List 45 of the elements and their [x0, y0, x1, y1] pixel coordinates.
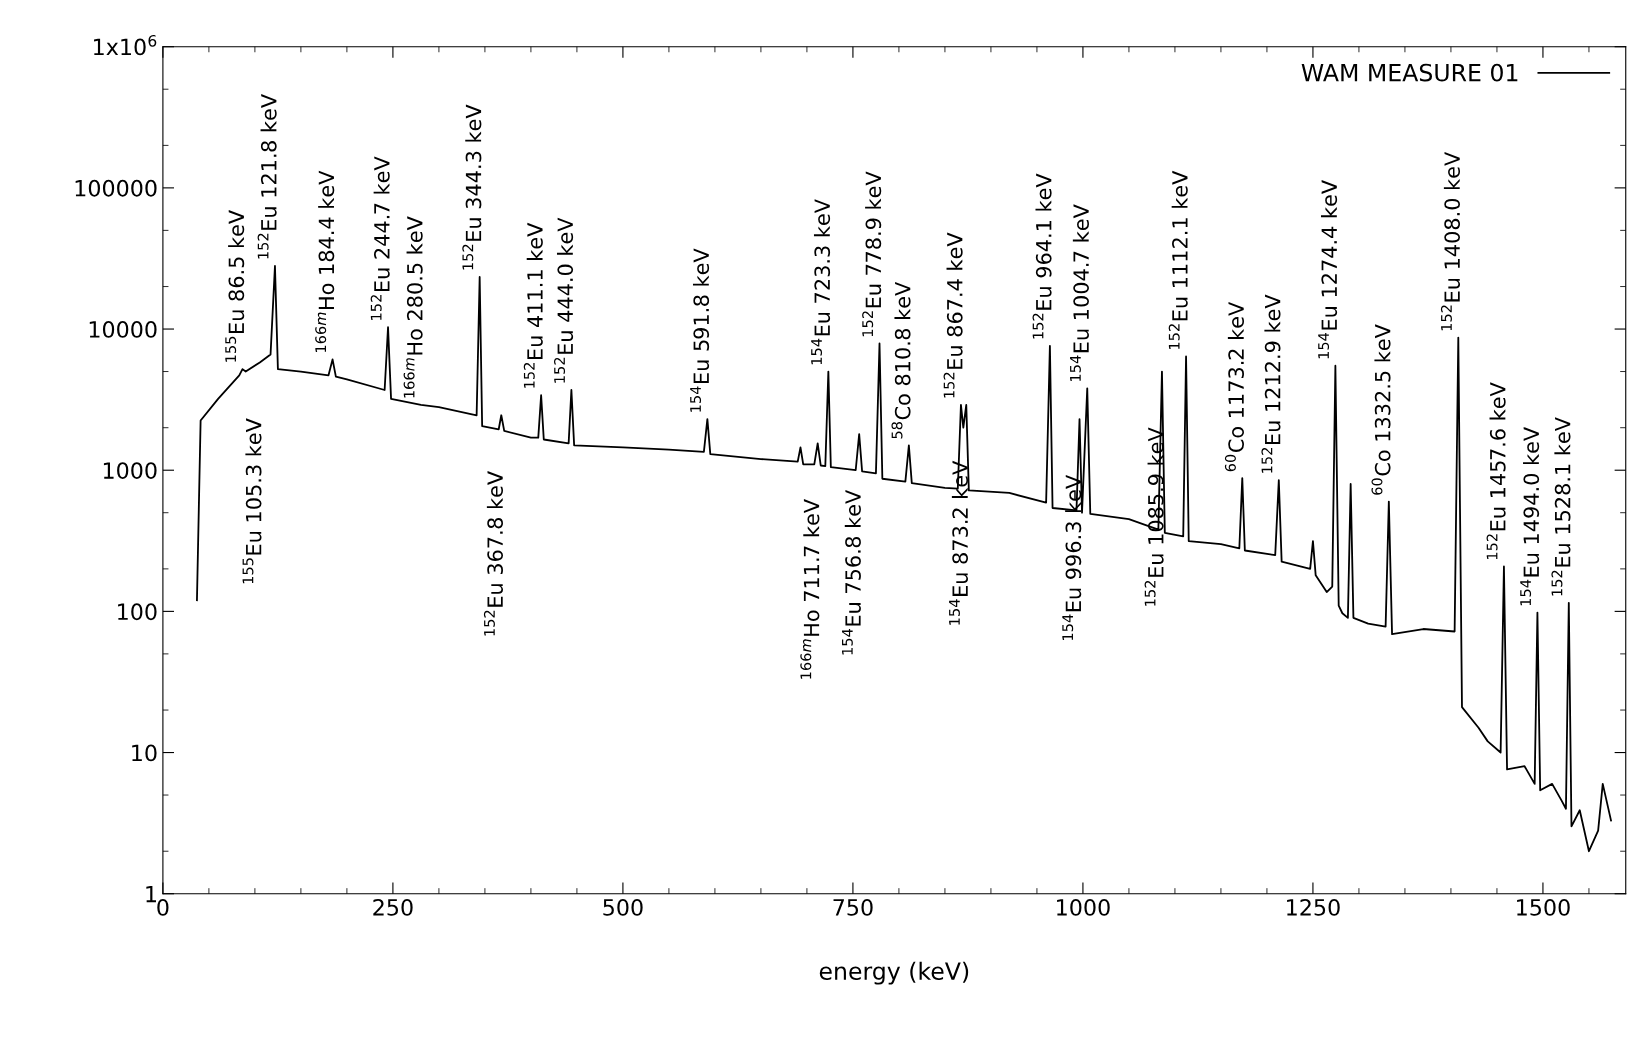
x-tick-label: 1500 [1517, 898, 1570, 916]
annotation: $^{154}$Eu 591.8 keV [690, 248, 710, 412]
y-tick-label: 10 [132, 744, 157, 762]
x-axis-title: energy (keV) [819, 961, 969, 985]
annotation: $^{152}$Eu 444.0 keV [554, 217, 574, 383]
annotation: $^{166m}$Ho 184.4 keV [315, 170, 335, 352]
annotation: $^{152}$Eu 1408.0 keV [1440, 151, 1461, 331]
legend-label: WAM MEASURE 01 [1301, 63, 1518, 82]
annotation: $^{58}$Co 810.8 keV [891, 281, 911, 439]
annotation: $^{154}$Eu 1004.7 keV [1070, 204, 1089, 382]
annotation: $^{152}$Eu 964.1 keV [1032, 173, 1052, 339]
annotation: $^{152}$Eu 778.9 keV [862, 171, 882, 337]
x-tick-label: 1250 [1287, 898, 1340, 916]
annotation: $^{155}$Eu 105.3 keV [242, 418, 262, 584]
y-tick-label: 1000 [103, 462, 157, 479]
annotation: $^{152}$Eu 867.4 keV [943, 232, 963, 398]
annotation: $^{154}$Eu 1274.4 keV [1318, 180, 1338, 359]
annotation: $^{166m}$Ho 711.7 keV [800, 499, 820, 679]
annotation: $^{152}$Eu 1457.6 keV [1486, 382, 1506, 560]
annotation: $^{152}$Eu 344.3 keV [462, 104, 482, 270]
annotation: $^{152}$Eu 1112.1 keV [1168, 170, 1188, 350]
annotation: $^{152}$Eu 1528.1 keV [1551, 417, 1571, 596]
y-tick-label: 100 [118, 603, 157, 621]
x-tick-label: 500 [603, 898, 643, 916]
x-tick-label: 750 [833, 898, 873, 916]
y-tick-label: 1 [146, 885, 156, 903]
x-tick-label: 0 [157, 898, 169, 916]
annotation: $^{154}$Eu 756.8 keV [842, 489, 861, 655]
y-tick-label: 100000 [75, 179, 157, 197]
annotation: $^{60}$Co 1173.2 keV [1224, 301, 1244, 472]
annotation: $^{154}$Eu 873.2 keV [949, 460, 968, 625]
annotation: $^{166m}$Ho 280.5 keV [403, 216, 423, 398]
annotation: $^{152}$Eu 411.1 keV [523, 222, 543, 388]
annotation: $^{152}$Eu 244.7 keV [370, 156, 390, 320]
annotation: $^{154}$Eu 1494.0 keV [1520, 426, 1540, 606]
y-tick-label: 10000 [89, 321, 157, 338]
annotation: $^{152}$Eu 121.8 keV [257, 94, 277, 259]
annotation: $^{154}$Eu 723.3 keV [811, 199, 831, 365]
annotation: $^{152}$Eu 1212.9 keV [1261, 294, 1281, 473]
x-tick-label: 1000 [1057, 898, 1110, 916]
annotation: $^{152}$Eu 367.8 keV [483, 471, 503, 636]
annotation: $^{60}$Co 1332.5 keV [1371, 324, 1391, 495]
annotation: $^{155}$Eu 86.5 keV [225, 210, 245, 362]
y-tick-label: 1x10$^{6}$ [94, 34, 157, 56]
x-tick-label: 250 [373, 898, 413, 916]
